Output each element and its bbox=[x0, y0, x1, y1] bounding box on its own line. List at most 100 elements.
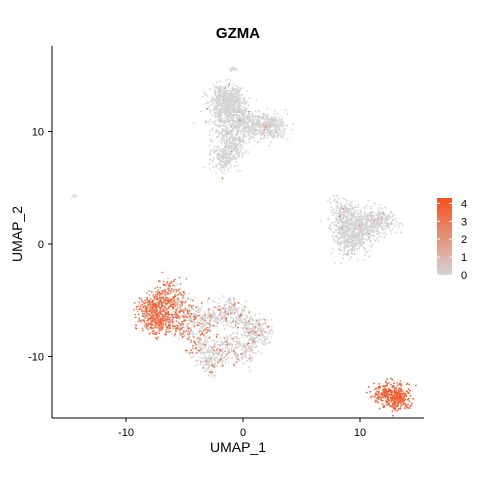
scatter-point bbox=[220, 106, 223, 109]
scatter-point bbox=[216, 348, 218, 351]
scatter-point bbox=[243, 103, 246, 106]
scatter-point bbox=[272, 331, 274, 334]
scatter-point bbox=[216, 164, 218, 167]
scatter-point bbox=[234, 315, 237, 318]
scatter-point bbox=[241, 106, 244, 109]
scatter-point bbox=[236, 87, 239, 90]
scatter-point bbox=[283, 133, 286, 136]
scatter-point bbox=[213, 104, 216, 107]
scatter-point bbox=[265, 342, 267, 345]
scatter-point bbox=[225, 84, 227, 87]
scatter-point bbox=[159, 325, 162, 327]
scatter-point bbox=[235, 98, 238, 100]
scatter-point bbox=[372, 220, 374, 223]
scatter-point bbox=[234, 108, 237, 111]
scatter-point bbox=[335, 235, 337, 238]
scatter-point bbox=[277, 120, 280, 123]
scatter-point bbox=[335, 218, 337, 220]
scatter-point bbox=[235, 136, 238, 139]
scatter-point bbox=[159, 329, 162, 332]
scatter-point bbox=[164, 284, 167, 287]
scatter-point bbox=[275, 121, 278, 123]
scatter-point bbox=[340, 237, 343, 240]
scatter-point bbox=[232, 362, 235, 365]
scatter-point bbox=[215, 350, 218, 353]
scatter-point bbox=[273, 113, 276, 115]
scatter-point bbox=[339, 245, 342, 248]
scatter-point bbox=[184, 331, 187, 334]
scatter-point bbox=[236, 114, 239, 117]
scatter-point bbox=[281, 125, 284, 128]
scatter-point bbox=[209, 319, 212, 321]
scatter-point bbox=[332, 208, 335, 211]
scatter-point bbox=[381, 225, 384, 228]
scatter-point bbox=[228, 93, 231, 96]
scatter-point bbox=[237, 96, 240, 99]
scatter-point bbox=[347, 219, 350, 222]
scatter-point bbox=[358, 247, 361, 250]
scatter-point bbox=[192, 344, 194, 347]
scatter-point bbox=[330, 206, 333, 208]
scatter-point bbox=[219, 88, 222, 91]
scatter-point bbox=[185, 322, 188, 325]
scatter-point bbox=[208, 158, 211, 161]
scatter-point bbox=[251, 323, 254, 326]
scatter-point bbox=[155, 326, 158, 329]
scatter-point bbox=[198, 356, 201, 359]
scatter-point bbox=[256, 115, 259, 118]
scatter-point bbox=[280, 119, 283, 121]
scatter-point bbox=[252, 319, 255, 322]
scatter-point bbox=[350, 222, 353, 225]
scatter-point bbox=[238, 341, 240, 344]
scatter-point bbox=[271, 329, 273, 331]
scatter-point bbox=[142, 306, 145, 309]
scatter-point bbox=[243, 326, 246, 329]
scatter-point bbox=[362, 237, 364, 240]
scatter-point bbox=[373, 238, 376, 241]
scatter-point bbox=[208, 326, 211, 329]
scatter-point bbox=[331, 247, 334, 250]
scatter-point bbox=[263, 322, 266, 325]
scatter-point bbox=[241, 355, 244, 357]
scatter-point bbox=[232, 302, 235, 305]
scatter-point bbox=[333, 231, 336, 234]
scatter-point bbox=[241, 147, 244, 150]
scatter-point bbox=[153, 298, 156, 300]
scatter-point bbox=[160, 304, 163, 307]
scatter-point bbox=[208, 134, 211, 137]
scatter-point bbox=[256, 323, 259, 326]
scatter-point bbox=[221, 316, 224, 319]
scatter-point bbox=[245, 353, 248, 355]
scatter-point bbox=[234, 141, 237, 144]
scatter-point bbox=[228, 305, 231, 308]
scatter-point bbox=[226, 140, 228, 143]
scatter-point bbox=[391, 216, 393, 219]
scatter-point bbox=[230, 126, 232, 129]
scatter-point bbox=[186, 299, 188, 301]
scatter-point bbox=[363, 212, 366, 215]
scatter-point bbox=[336, 206, 339, 209]
scatter-point bbox=[353, 210, 356, 213]
scatter-point bbox=[266, 107, 269, 110]
scatter-point bbox=[249, 323, 252, 326]
scatter-point bbox=[231, 110, 234, 113]
scatter-point bbox=[339, 210, 342, 213]
scatter-point bbox=[246, 126, 249, 129]
scatter-point bbox=[349, 235, 352, 238]
scatter-point bbox=[236, 132, 239, 134]
scatter-point bbox=[224, 131, 227, 134]
scatter-point bbox=[217, 302, 220, 305]
scatter-point bbox=[169, 330, 172, 332]
scatter-point bbox=[207, 317, 209, 319]
scatter-point bbox=[343, 247, 346, 250]
scatter-point bbox=[207, 357, 210, 360]
scatter-point bbox=[328, 217, 330, 220]
scatter-point bbox=[190, 312, 193, 315]
scatter-point bbox=[148, 299, 151, 302]
scatter-point bbox=[350, 209, 353, 212]
scatter-point bbox=[238, 129, 240, 132]
scatter-point bbox=[262, 112, 265, 115]
scatter-point bbox=[228, 320, 231, 323]
scatter-point bbox=[155, 290, 158, 293]
scatter-point bbox=[229, 162, 232, 165]
